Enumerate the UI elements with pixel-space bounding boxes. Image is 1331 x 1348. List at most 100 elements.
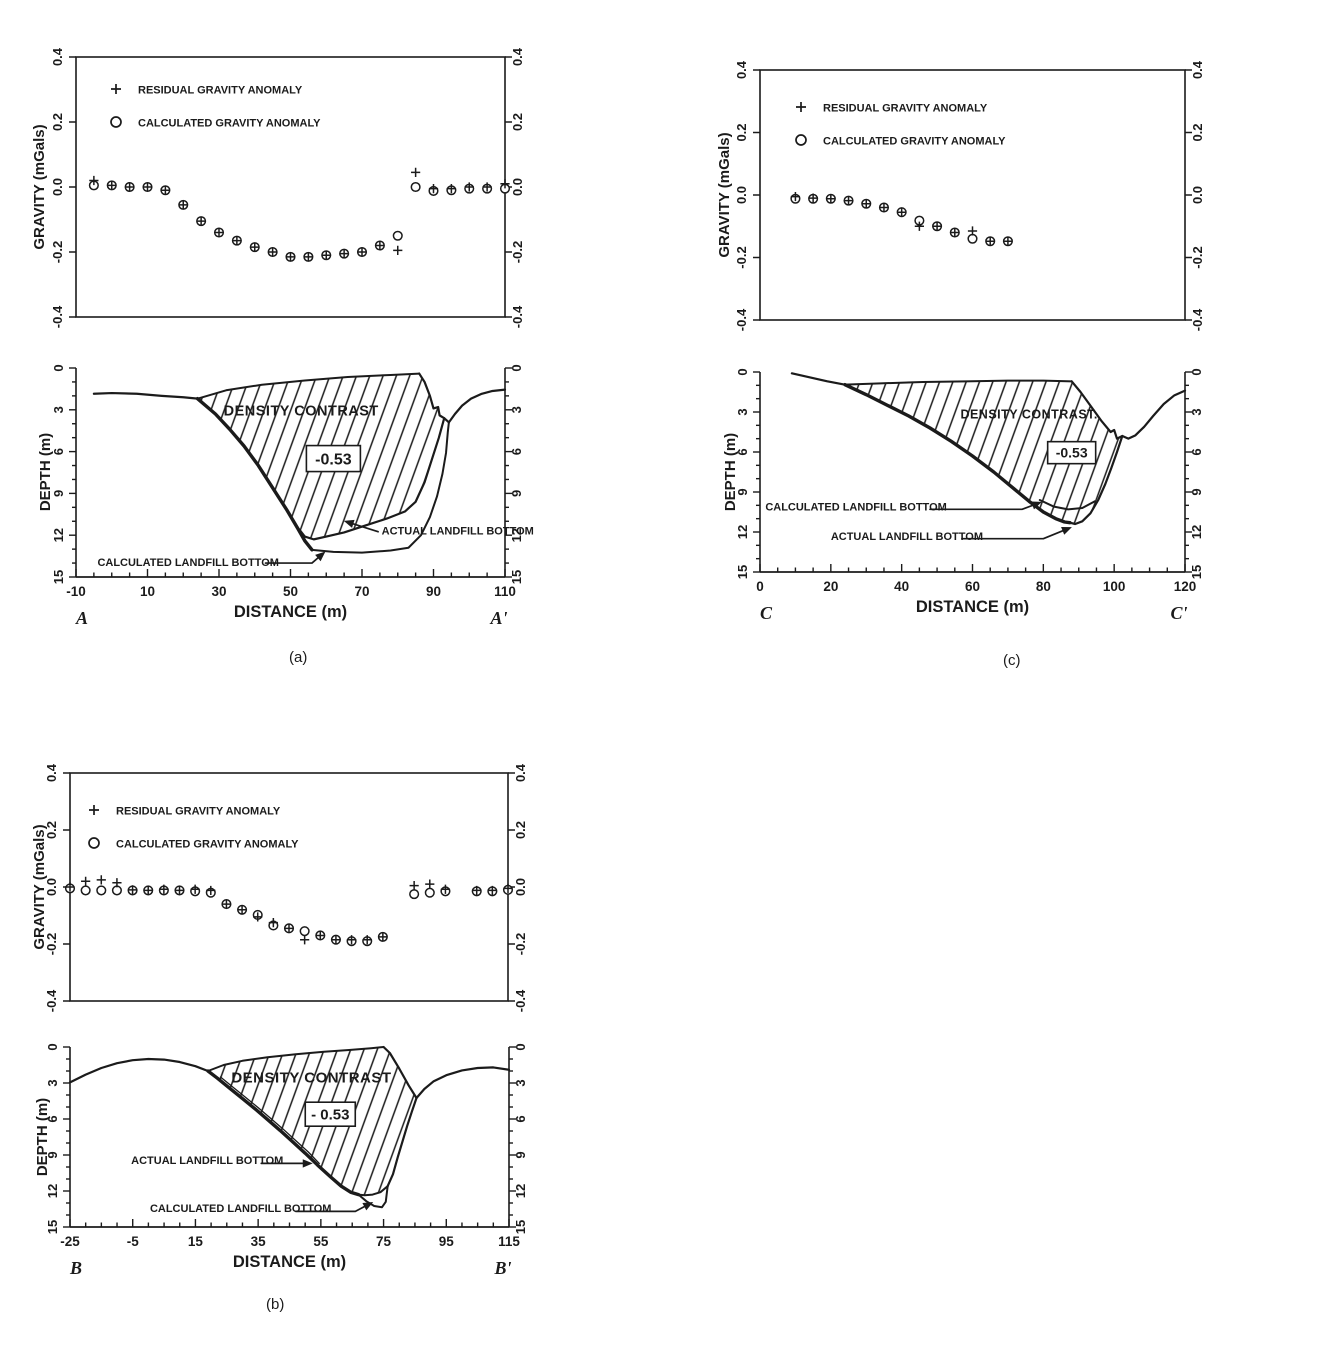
residual-point xyxy=(196,216,206,226)
depth-tick-label: 0 xyxy=(513,1043,528,1050)
gravity-plot-a: 0.4 0.4 0.2 0.2 0.0 0.0 -0.2 -0.2 -0.4 -0.4 GRAVIT… xyxy=(31,47,525,328)
residual-point xyxy=(174,885,185,896)
depth-tick-label: 12 xyxy=(1189,525,1204,539)
gravity-plot-c: 0.4 0.4 0.2 0.2 0.0 0.0 -0.2 -0.2 -0.4 -0.4 GRAVIT… xyxy=(716,60,1205,331)
gravity-tick-label: 0.2 xyxy=(734,123,749,141)
section-line-right-edge xyxy=(386,1096,418,1188)
distance-axis-title: DISTANCE (m) xyxy=(233,1253,346,1271)
section-line-pit-left-edge xyxy=(843,382,1072,525)
residual-point xyxy=(125,182,135,192)
residual-point xyxy=(482,182,492,192)
gravity-tick-label: 0.2 xyxy=(44,821,59,839)
depth-tick-label: 0 xyxy=(735,368,750,375)
depth-tick-label: 0 xyxy=(51,364,66,371)
residual-point xyxy=(500,179,510,189)
density-value: - 0.53 xyxy=(311,1107,349,1124)
section-line-top-right-edge xyxy=(382,1045,418,1100)
section-b: 0 0 3 3 6 6 9 9 12 12 15 15 DEPTH (m) -25 -5 15 35 55 75 95… xyxy=(34,1043,528,1278)
residual-points xyxy=(65,875,513,945)
x-tick-label: 10 xyxy=(140,584,155,599)
arrowhead xyxy=(315,551,326,562)
distance-axis-title: DISTANCE (m) xyxy=(916,598,1029,616)
section-line-surface-left xyxy=(68,1057,210,1084)
residual-point xyxy=(967,226,978,236)
plus-marker-icon xyxy=(111,84,121,94)
gravity-tick-label: -0.4 xyxy=(513,989,528,1012)
residual-point xyxy=(253,912,263,922)
annotation-arrow xyxy=(929,503,1038,511)
depth-tick-label: 9 xyxy=(1189,488,1204,495)
section-line-calc-outline xyxy=(296,421,450,554)
residual-point xyxy=(826,194,836,204)
section-line-hatch-top xyxy=(844,379,1073,386)
residual-point xyxy=(96,875,106,885)
x-tick-label: -25 xyxy=(60,1234,80,1249)
depth-tick-label: 0 xyxy=(509,364,524,371)
residual-point xyxy=(89,175,99,186)
arrowhead xyxy=(1031,501,1042,510)
profile-endpoint-start: A xyxy=(75,608,88,628)
density-contrast-region xyxy=(845,380,1123,524)
section-line-surface-left xyxy=(92,391,199,400)
residual-point xyxy=(914,221,924,231)
residual-point xyxy=(503,883,513,894)
annotation-label: ACTUAL LANDFILL BOTTOM xyxy=(131,1155,283,1167)
calculated-point xyxy=(299,926,310,937)
x-tick-label: 35 xyxy=(251,1234,267,1249)
gravity-tick-label: 0.0 xyxy=(734,186,749,204)
x-tick-label: 55 xyxy=(313,1234,329,1249)
x-tick-label: 30 xyxy=(211,584,226,599)
residual-point xyxy=(159,884,169,894)
x-tick-label: 100 xyxy=(1103,579,1126,594)
legend-label: CALCULATED GRAVITY ANOMALY xyxy=(116,839,299,851)
depth-tick-label: 12 xyxy=(45,1184,60,1198)
residual-point xyxy=(206,885,216,896)
density-value-box xyxy=(305,444,362,473)
arrowhead xyxy=(302,1159,313,1168)
arrowhead xyxy=(1061,526,1072,535)
depth-tick-label: 3 xyxy=(509,406,524,413)
residual-point xyxy=(808,193,818,203)
arrowhead xyxy=(362,1202,374,1211)
x-tick-label: 80 xyxy=(1036,579,1051,594)
x-tick-label: 0 xyxy=(756,579,764,594)
density-value: -0.53 xyxy=(315,451,352,468)
depth-tick-label: 15 xyxy=(509,570,524,584)
gravity-tick-label: 0.4 xyxy=(510,47,525,66)
residual-point xyxy=(861,199,871,209)
section-line-hatch-lower xyxy=(1068,434,1124,526)
gravity-tick-label: 0.4 xyxy=(513,763,528,782)
residual-point xyxy=(357,247,367,257)
gravity-axis-title: GRAVITY (mGals) xyxy=(31,124,48,249)
x-tick-label: 70 xyxy=(354,584,369,599)
depth-axis-title: DEPTH (m) xyxy=(722,433,739,511)
x-tick-label: -5 xyxy=(127,1234,139,1249)
residual-point xyxy=(321,250,331,260)
legend-a: RESIDUAL GRAVITY ANOMALY CALCULATED GRAVI… xyxy=(110,84,321,130)
residual-point xyxy=(843,196,854,206)
circle-marker-icon xyxy=(110,116,122,128)
residual-point xyxy=(339,249,349,259)
gravity-tick-label: -0.2 xyxy=(1190,246,1205,268)
residual-point xyxy=(268,247,278,257)
residual-point xyxy=(221,899,232,909)
density-value-box xyxy=(1046,440,1097,465)
depth-tick-label: 6 xyxy=(1189,448,1204,455)
legend-label: CALCULATED GRAVITY ANOMALY xyxy=(823,136,1006,148)
section-line-calc-line xyxy=(1038,499,1096,511)
residual-point xyxy=(178,200,188,210)
residual-point xyxy=(303,252,313,262)
residual-point xyxy=(250,242,260,252)
residual-point xyxy=(346,935,357,945)
x-tick-label: 20 xyxy=(823,579,838,594)
density-contrast-label: DENSITY CONTRAST. xyxy=(960,407,1097,421)
plus-marker-icon xyxy=(796,102,806,112)
caption-c: (c) xyxy=(1003,652,1021,669)
calculated-point xyxy=(80,885,91,896)
caption-a: (a) xyxy=(289,649,308,666)
gravity-tick-label: -0.4 xyxy=(44,989,59,1012)
depth-tick-label: 3 xyxy=(51,406,66,413)
density-contrast-label: DENSITY CONTRAST xyxy=(224,403,379,419)
residual-point xyxy=(472,885,482,896)
